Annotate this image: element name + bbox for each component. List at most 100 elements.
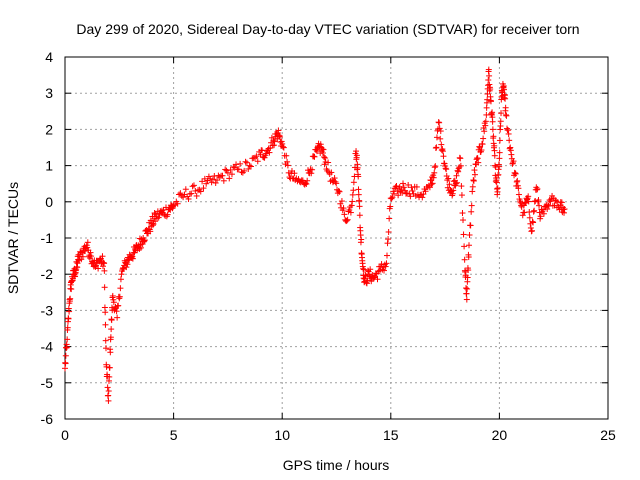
data-point [212,179,219,186]
y-tick-label: -3 [41,302,54,318]
data-point [478,147,485,154]
data-point [164,211,171,218]
data-point [501,86,508,93]
data-point [466,232,473,239]
data-point [102,337,109,344]
data-point [101,260,108,267]
data-point [178,192,185,199]
data-point [220,177,227,184]
data-point [319,146,326,153]
data-point [530,208,537,215]
x-tick-label: 20 [492,427,508,443]
data-point [331,175,338,182]
data-point [253,153,260,160]
data-point [79,253,86,260]
data-point [465,267,472,274]
data-point [471,167,478,174]
data-point [219,172,226,179]
data-point [486,81,493,88]
data-point [561,209,568,216]
data-point [356,212,363,219]
data-point [207,175,214,182]
data-point [449,190,456,197]
data-point [485,76,492,83]
data-point [484,96,491,103]
y-tick-label: 4 [45,49,53,65]
data-point [99,253,106,260]
data-point [120,264,127,271]
data-point [67,295,74,302]
data-point [435,119,442,126]
data-point [502,95,509,102]
data-point [320,146,327,153]
data-point [460,217,467,224]
data-point [461,256,468,263]
data-point [363,280,370,287]
data-point [479,141,486,148]
data-point [82,248,89,255]
data-point [530,219,537,226]
data-point [106,364,113,371]
data-point [384,240,391,247]
data-point [512,170,519,177]
data-point [149,222,156,229]
data-point [356,203,363,210]
data-point [383,252,390,259]
data-point [332,178,339,185]
data-point [254,158,261,165]
data-point [482,122,489,129]
y-tick-label: 0 [45,194,53,210]
data-point [311,153,318,160]
data-point [277,133,284,140]
data-point [309,166,316,173]
data-point [308,170,315,177]
data-point [456,154,463,161]
data-point [317,141,324,148]
data-point [180,194,187,201]
data-point [540,206,547,213]
data-point [124,261,131,268]
data-point [114,314,121,321]
data-point [147,217,154,224]
data-point [535,197,542,204]
data-point [422,188,429,195]
data-point [356,198,363,205]
data-point [470,177,477,184]
data-point [322,154,329,161]
data-point [374,276,381,283]
data-point [364,277,371,284]
data-point [429,180,436,187]
data-point [319,149,326,156]
data-point [200,185,207,192]
data-point [494,185,501,192]
data-point [465,242,472,249]
data-point [88,253,95,260]
data-point [222,166,229,173]
data-point [176,191,183,198]
data-point [105,397,112,404]
data-point [383,260,390,267]
data-point [247,163,254,170]
data-point [68,286,75,293]
data-point [283,152,290,159]
data-point [101,267,108,274]
data-point [238,169,245,176]
x-axis-label: GPS time / hours [283,457,390,473]
data-point [95,265,102,272]
data-point [426,184,433,191]
data-point [463,290,470,297]
data-point [464,274,471,281]
data-point [190,182,197,189]
data-point [558,199,565,206]
data-point [233,161,240,168]
data-point [440,153,447,160]
data-point [487,98,494,105]
data-point [177,190,184,197]
data-point [280,143,287,150]
data-point [531,207,538,214]
data-point [349,191,356,198]
data-point [437,135,444,142]
data-point [108,326,115,333]
data-point [216,174,223,181]
